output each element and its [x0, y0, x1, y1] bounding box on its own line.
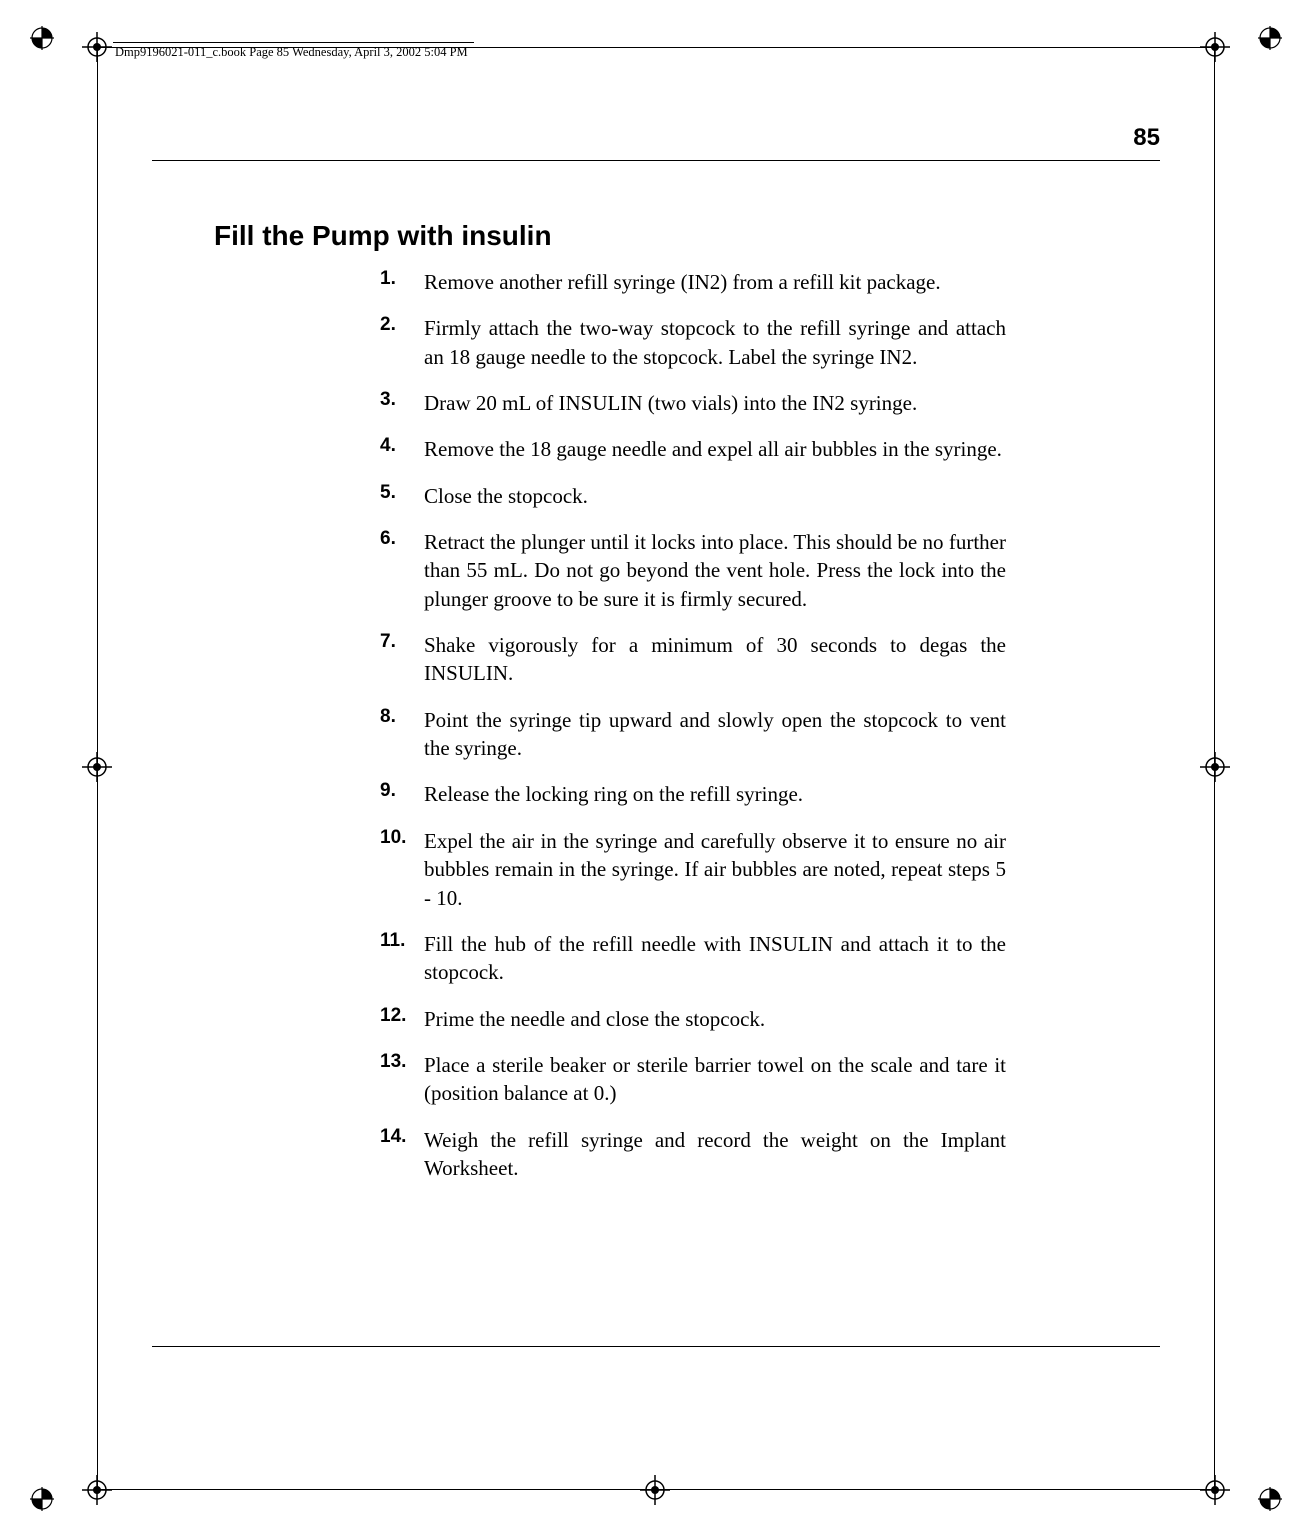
- instruction-list: 1. Remove another refill syringe (IN2) f…: [380, 268, 1006, 1200]
- list-number: 6.: [380, 528, 424, 613]
- list-item: 4. Remove the 18 gauge needle and expel …: [380, 435, 1006, 463]
- list-text: Firmly attach the two-way stopcock to th…: [424, 314, 1006, 371]
- list-number: 11.: [380, 930, 424, 987]
- list-text: Retract the plunger until it locks into …: [424, 528, 1006, 613]
- list-text: Fill the hub of the refill needle with I…: [424, 930, 1006, 987]
- bottom-rule: [152, 1346, 1160, 1347]
- list-number: 5.: [380, 482, 424, 510]
- crosshair-target-icon: [82, 752, 112, 782]
- list-item: 2. Firmly attach the two-way stopcock to…: [380, 314, 1006, 371]
- list-number: 14.: [380, 1126, 424, 1183]
- list-text: Draw 20 mL of INSULIN (two vials) into t…: [424, 389, 1006, 417]
- registration-mark-icon: [1258, 26, 1282, 50]
- list-item: 7. Shake vigorously for a minimum of 30 …: [380, 631, 1006, 688]
- registration-mark-icon: [30, 26, 54, 50]
- top-rule: [152, 160, 1160, 161]
- list-text: Place a sterile beaker or sterile barrie…: [424, 1051, 1006, 1108]
- list-item: 10. Expel the air in the syringe and car…: [380, 827, 1006, 912]
- registration-mark-icon: [30, 1487, 54, 1511]
- list-item: 5. Close the stopcock.: [380, 482, 1006, 510]
- list-number: 1.: [380, 268, 424, 296]
- page-number: 85: [1133, 124, 1160, 152]
- list-number: 13.: [380, 1051, 424, 1108]
- running-header: Dmp9196021-011_c.book Page 85 Wednesday,…: [113, 42, 474, 60]
- list-text: Expel the air in the syringe and careful…: [424, 827, 1006, 912]
- list-number: 10.: [380, 827, 424, 912]
- list-item: 9. Release the locking ring on the refil…: [380, 780, 1006, 808]
- list-number: 8.: [380, 706, 424, 763]
- list-item: 6. Retract the plunger until it locks in…: [380, 528, 1006, 613]
- list-item: 1. Remove another refill syringe (IN2) f…: [380, 268, 1006, 296]
- list-text: Remove another refill syringe (IN2) from…: [424, 268, 1006, 296]
- list-text: Shake vigorously for a minimum of 30 sec…: [424, 631, 1006, 688]
- section-heading: Fill the Pump with insulin: [214, 220, 552, 252]
- list-number: 4.: [380, 435, 424, 463]
- list-text: Weigh the refill syringe and record the …: [424, 1126, 1006, 1183]
- crosshair-target-icon: [640, 1475, 670, 1505]
- crosshair-target-icon: [82, 1475, 112, 1505]
- document-page: Dmp9196021-011_c.book Page 85 Wednesday,…: [0, 0, 1312, 1537]
- list-number: 2.: [380, 314, 424, 371]
- list-item: 11. Fill the hub of the refill needle wi…: [380, 930, 1006, 987]
- registration-mark-icon: [1258, 1487, 1282, 1511]
- list-text: Point the syringe tip upward and slowly …: [424, 706, 1006, 763]
- list-text: Release the locking ring on the refill s…: [424, 780, 1006, 808]
- list-text: Prime the needle and close the stopcock.: [424, 1005, 1006, 1033]
- list-item: 13. Place a sterile beaker or sterile ba…: [380, 1051, 1006, 1108]
- crosshair-target-icon: [82, 32, 112, 62]
- list-number: 7.: [380, 631, 424, 688]
- crosshair-target-icon: [1200, 32, 1230, 62]
- crosshair-target-icon: [1200, 1475, 1230, 1505]
- list-item: 3. Draw 20 mL of INSULIN (two vials) int…: [380, 389, 1006, 417]
- list-number: 12.: [380, 1005, 424, 1033]
- list-item: 8. Point the syringe tip upward and slow…: [380, 706, 1006, 763]
- crosshair-target-icon: [1200, 752, 1230, 782]
- list-item: 12. Prime the needle and close the stopc…: [380, 1005, 1006, 1033]
- list-text: Close the stopcock.: [424, 482, 1006, 510]
- list-number: 9.: [380, 780, 424, 808]
- list-item: 14. Weigh the refill syringe and record …: [380, 1126, 1006, 1183]
- list-text: Remove the 18 gauge needle and expel all…: [424, 435, 1006, 463]
- list-number: 3.: [380, 389, 424, 417]
